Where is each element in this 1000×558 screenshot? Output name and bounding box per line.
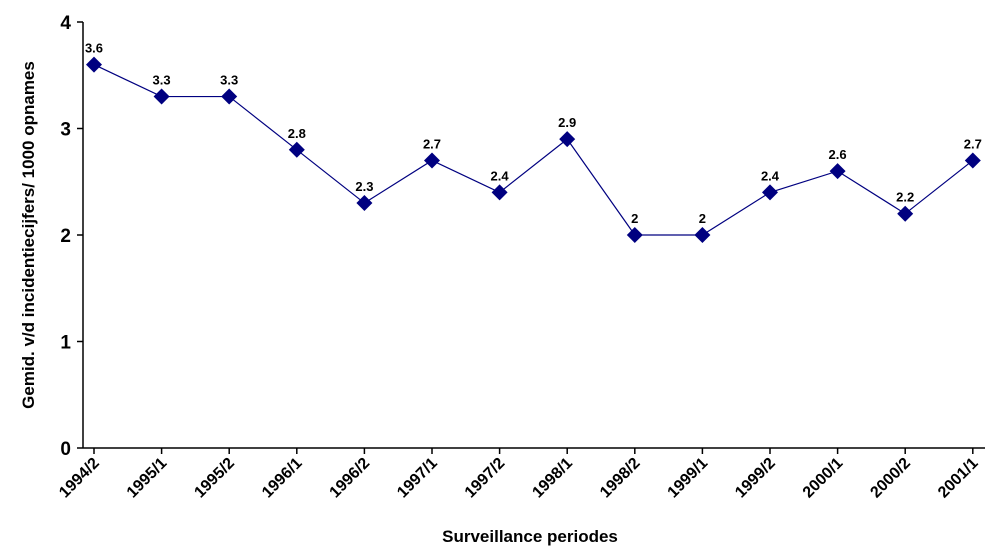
marker <box>153 88 170 105</box>
y-tick-label: 2 <box>60 226 71 247</box>
x-axis-label: Surveillance periodes <box>442 527 618 546</box>
marker <box>424 152 440 169</box>
y-axis-label: Gemid. v/d incidentiecijfers/ 1000 opnam… <box>19 61 38 409</box>
x-tick-label: 1998/2 <box>597 455 644 502</box>
marker <box>829 163 846 180</box>
marker <box>897 205 914 222</box>
marker <box>86 56 102 73</box>
data-label: 2 <box>631 211 638 226</box>
data-label: 2.2 <box>896 190 914 205</box>
y-tick-label: 1 <box>60 333 71 354</box>
data-label: 3.6 <box>85 41 103 56</box>
x-tick-label: 1999/2 <box>732 455 779 502</box>
marker <box>559 131 576 148</box>
x-tick-label: 2000/1 <box>800 455 847 502</box>
marker <box>694 227 711 243</box>
x-tick-label: 1997/2 <box>462 455 509 502</box>
data-label: 2.7 <box>964 136 982 151</box>
y-tick-label: 0 <box>60 439 71 460</box>
y-tick-label: 4 <box>60 13 71 34</box>
line <box>93 64 974 236</box>
data-label: 2.9 <box>558 115 576 130</box>
marker <box>356 195 373 212</box>
data-label: 2.4 <box>491 168 510 183</box>
data-label: 2 <box>699 211 706 226</box>
x-tick-label: 2000/2 <box>867 455 914 502</box>
marker <box>288 141 305 158</box>
x-tick-label: 1995/1 <box>124 455 171 502</box>
x-tick-label: 1999/1 <box>665 455 712 502</box>
marker <box>626 227 643 243</box>
x-tick-label: 1994/2 <box>56 455 103 502</box>
data-label: 2.6 <box>829 147 847 162</box>
x-tick-label: 2001/1 <box>935 455 982 502</box>
marker <box>964 152 981 169</box>
x-tick-label: 1996/1 <box>259 455 306 502</box>
marker <box>491 184 508 201</box>
y-tick-label: 3 <box>60 120 71 141</box>
data-label: 2.4 <box>761 168 780 183</box>
x-tick-label: 1996/2 <box>327 455 374 502</box>
x-tick-label: 1995/2 <box>191 455 238 502</box>
data-label: 2.7 <box>423 136 441 151</box>
marker <box>221 88 238 105</box>
data-label: 3.3 <box>220 73 238 88</box>
x-tick-label: 1998/1 <box>529 455 576 502</box>
data-label: 2.8 <box>288 126 306 141</box>
marker <box>762 184 778 201</box>
data-label: 3.3 <box>153 73 171 88</box>
data-label: 2.3 <box>355 179 373 194</box>
x-tick-label: 1997/1 <box>394 455 441 502</box>
